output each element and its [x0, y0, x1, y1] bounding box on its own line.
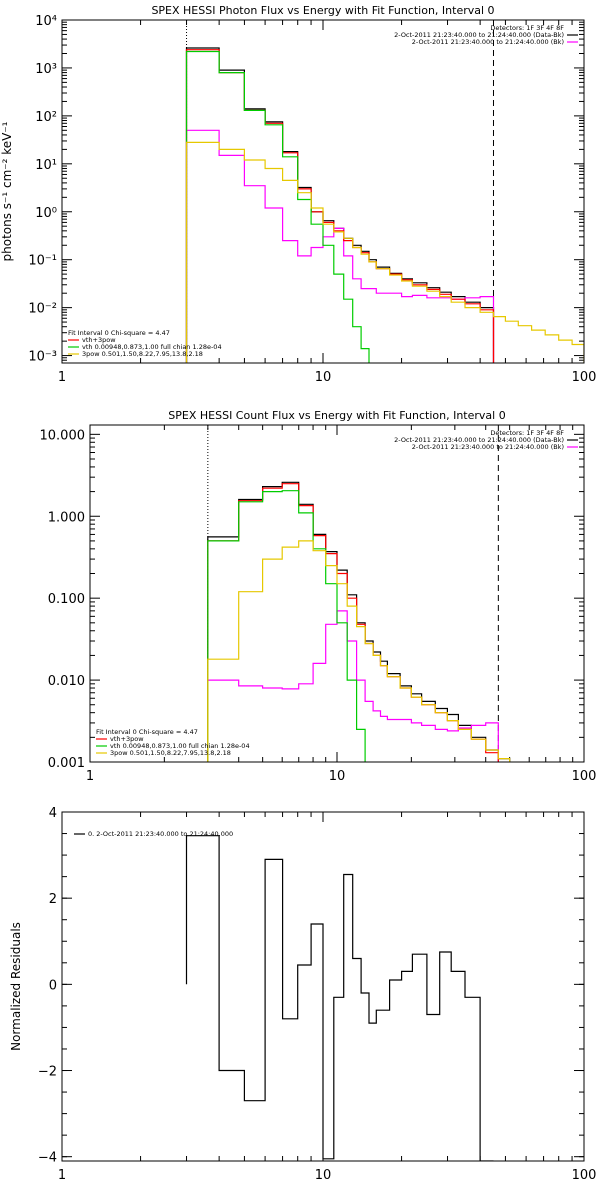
- series-bk: [207, 610, 499, 762]
- y-tick-label: 10¹: [35, 158, 57, 173]
- series-fit-total: [185, 49, 495, 363]
- series-fit-3pow: [185, 141, 584, 363]
- plot-frame: [89, 424, 585, 763]
- legend-text: 2-Oct-2011 21:23:40.000 to 21:24:40.000 …: [412, 443, 564, 451]
- chart-title: SPEX HESSI Photon Flux vs Energy with Fi…: [151, 4, 494, 17]
- legend-text: vth 0.00948,0.873,1.00 full chian 1.28e-…: [82, 343, 222, 351]
- y-tick-label: 4: [49, 806, 57, 821]
- y-tick-label: 1.000: [48, 510, 85, 525]
- plot-frame: [61, 811, 585, 1162]
- y-tick-label: −4: [38, 1151, 57, 1166]
- x-tick-label: 1: [58, 370, 66, 385]
- y-tick-label: 0.100: [48, 592, 85, 607]
- y-tick-label: 10⁴: [35, 14, 57, 29]
- y-tick-label: 0.010: [48, 674, 85, 689]
- x-tick-label: 10: [315, 1168, 332, 1183]
- series-fit-total: [207, 483, 499, 762]
- x-tick-label: 10: [329, 769, 346, 784]
- legend-text: 2-Oct-2011 21:23:40.000 to 21:24:40.000 …: [394, 436, 564, 444]
- series-group: [185, 835, 494, 1161]
- x-tick-label: 1: [58, 1168, 66, 1183]
- series-data-bk: [185, 47, 495, 363]
- legend-text: Detectors: 1F 3F 4F 8F: [490, 429, 564, 437]
- legend-text: Detectors: 1F 3F 4F 8F: [490, 24, 564, 32]
- y-tick-label: 10²: [35, 110, 57, 125]
- series-fit-3pow: [207, 540, 511, 762]
- y-axis-label: photons s⁻¹ cm⁻² keV⁻¹: [0, 121, 14, 261]
- series-data-bk: [207, 481, 511, 762]
- series-fit-vth: [207, 490, 366, 762]
- chart-2: Normalized Residuals 1 10 100 −4 −2 0 2 4 0. 2-Oc…: [9, 806, 596, 1183]
- y-ticks: [90, 433, 584, 763]
- plot-frame: [61, 19, 585, 364]
- y-tick-label: 10⁻¹: [28, 254, 57, 269]
- series-fit-vth: [185, 50, 370, 363]
- series-group: [185, 47, 584, 363]
- y-tick-label: 10³: [35, 62, 57, 77]
- x-tick-label: 100: [572, 1168, 597, 1183]
- y-tick-label: 10⁰: [35, 206, 57, 221]
- legend-text: vth+3pow: [82, 336, 116, 344]
- y-tick-label: 0.001: [48, 756, 85, 771]
- y-tick-label: 10⁻²: [28, 302, 57, 317]
- legend-text: vth+3pow: [110, 735, 144, 743]
- y-axis-label: Normalized Residuals: [9, 922, 23, 1051]
- legend-text: Fit Interval 0 Chi-square = 4.47: [96, 728, 198, 736]
- x-tick-label: 1: [86, 769, 94, 784]
- y-tick-label: 2: [49, 892, 57, 907]
- chart-0: SPEX HESSI Photon Flux vs Energy with Fi…: [0, 4, 596, 385]
- x-tick-label: 10: [315, 370, 332, 385]
- series-group: [207, 481, 511, 762]
- chart-title: SPEX HESSI Count Flux vs Energy with Fit…: [168, 409, 505, 422]
- y-tick-label: 0: [49, 978, 57, 993]
- series-bk: [185, 129, 495, 363]
- legend-text: 2-Oct-2011 21:23:40.000 to 21:24:40.000 …: [412, 38, 564, 46]
- legend-text: vth 0.00948,0.873,1.00 full chian 1.28e-…: [110, 742, 250, 750]
- series-residuals: [185, 835, 494, 1161]
- legend-text: 0. 2-Oct-2011 21:23:40.000 to 21:24:40.0…: [88, 830, 233, 838]
- legend-text: 3pow 0.501,1.50,8.22,7.95,13.8,2.18: [82, 350, 203, 358]
- y-tick-label: 10.000: [40, 428, 86, 443]
- legend-text: Fit Interval 0 Chi-square = 4.47: [68, 329, 170, 337]
- y-ticks: [62, 19, 584, 364]
- y-tick-label: −2: [38, 1065, 57, 1080]
- x-ticks: [61, 20, 585, 363]
- y-tick-label: 10⁻³: [28, 350, 57, 365]
- x-tick-label: 100: [572, 769, 597, 784]
- chart-1: SPEX HESSI Count Flux vs Energy with Fit…: [40, 409, 597, 784]
- legend-text: 2-Oct-2011 21:23:40.000 to 21:24:40.000 …: [394, 31, 564, 39]
- x-tick-label: 100: [572, 370, 597, 385]
- legend-text: 3pow 0.501,1.50,8.22,7.95,13.8,2.18: [110, 749, 231, 757]
